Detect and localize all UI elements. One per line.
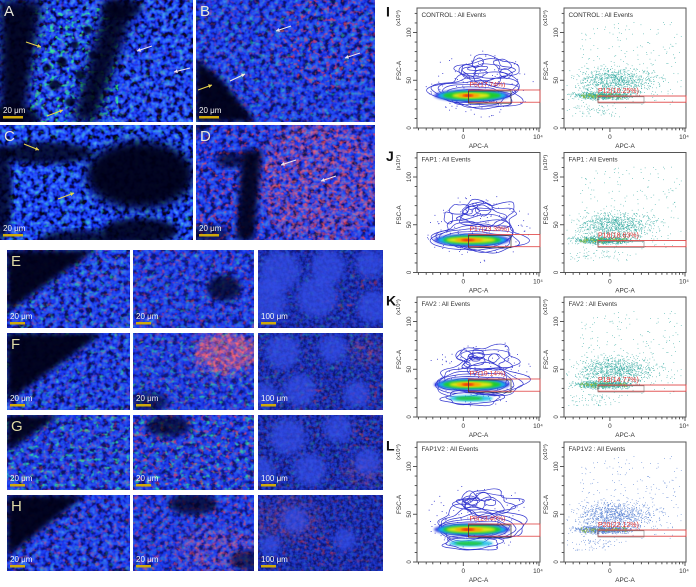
svg-text:P17(23.39%): P17(23.39%) bbox=[470, 226, 510, 233]
svg-text:P12(10.25%): P12(10.25%) bbox=[598, 88, 639, 95]
svg-text:F: F bbox=[11, 336, 20, 353]
svg-text:50: 50 bbox=[554, 221, 560, 228]
svg-text:(x10⁴): (x10⁴) bbox=[395, 299, 402, 315]
svg-text:50: 50 bbox=[407, 76, 413, 83]
svg-text:10⁴: 10⁴ bbox=[533, 423, 543, 430]
svg-text:0: 0 bbox=[608, 134, 612, 141]
svg-text:10⁴: 10⁴ bbox=[679, 423, 689, 430]
svg-text:APC-A: APC-A bbox=[469, 143, 489, 150]
svg-text:20 μm: 20 μm bbox=[199, 106, 222, 115]
svg-text:(x10⁴): (x10⁴) bbox=[395, 155, 402, 171]
svg-text:100 μm: 100 μm bbox=[261, 312, 288, 321]
svg-text:FAV2 : All Events: FAV2 : All Events bbox=[569, 301, 618, 308]
svg-text:0: 0 bbox=[462, 423, 466, 430]
svg-text:P7(19.14%): P7(19.14%) bbox=[470, 370, 506, 377]
svg-text:20 μm: 20 μm bbox=[136, 312, 159, 321]
svg-text:20 μm: 20 μm bbox=[10, 555, 33, 564]
svg-text:(x10⁴): (x10⁴) bbox=[542, 155, 549, 171]
svg-text:(x10⁴): (x10⁴) bbox=[542, 10, 549, 26]
svg-text:FSC-A: FSC-A bbox=[543, 205, 550, 225]
svg-text:FSC-A: FSC-A bbox=[543, 60, 550, 80]
svg-text:100 μm: 100 μm bbox=[261, 555, 288, 564]
svg-text:20 μm: 20 μm bbox=[10, 394, 33, 403]
svg-text:APC-A: APC-A bbox=[615, 432, 635, 439]
svg-text:100: 100 bbox=[407, 171, 413, 182]
svg-text:100: 100 bbox=[554, 316, 560, 327]
svg-text:FSC-A: FSC-A bbox=[396, 349, 403, 369]
svg-text:FAP1 : All Events: FAP1 : All Events bbox=[422, 157, 471, 164]
svg-text:APC-A: APC-A bbox=[469, 432, 489, 439]
svg-text:50: 50 bbox=[554, 76, 560, 83]
svg-text:P5(17.74%): P5(17.74%) bbox=[470, 81, 506, 88]
svg-text:I: I bbox=[386, 3, 390, 19]
svg-text:0: 0 bbox=[462, 279, 466, 286]
svg-text:100: 100 bbox=[554, 27, 560, 38]
svg-text:20 μm: 20 μm bbox=[136, 555, 159, 564]
svg-text:A: A bbox=[4, 3, 14, 20]
svg-text:0: 0 bbox=[554, 415, 560, 419]
svg-text:E: E bbox=[11, 253, 21, 270]
svg-text:10⁴: 10⁴ bbox=[533, 134, 543, 141]
svg-text:0: 0 bbox=[554, 126, 560, 130]
svg-text:100: 100 bbox=[407, 316, 413, 327]
svg-text:CONTROL : All Events: CONTROL : All Events bbox=[569, 12, 633, 19]
svg-text:0: 0 bbox=[407, 126, 413, 130]
svg-text:20 μm: 20 μm bbox=[199, 224, 222, 233]
svg-text:(x10⁴): (x10⁴) bbox=[542, 299, 549, 315]
svg-text:0: 0 bbox=[554, 270, 560, 274]
svg-text:100: 100 bbox=[554, 171, 560, 182]
svg-text:G: G bbox=[11, 418, 23, 435]
svg-text:20 μm: 20 μm bbox=[3, 224, 26, 233]
svg-text:10⁴: 10⁴ bbox=[679, 279, 689, 286]
svg-text:100 μm: 100 μm bbox=[261, 394, 288, 403]
svg-text:0: 0 bbox=[608, 423, 612, 430]
svg-text:C: C bbox=[4, 128, 15, 145]
svg-text:50: 50 bbox=[407, 221, 413, 228]
svg-text:FSC-A: FSC-A bbox=[396, 205, 403, 225]
svg-text:FSC-A: FSC-A bbox=[543, 349, 550, 369]
svg-text:0: 0 bbox=[608, 279, 612, 286]
svg-text:20 μm: 20 μm bbox=[10, 474, 33, 483]
svg-text:100: 100 bbox=[407, 27, 413, 38]
svg-text:0: 0 bbox=[407, 415, 413, 419]
svg-text:100 μm: 100 μm bbox=[261, 474, 288, 483]
svg-text:50: 50 bbox=[407, 365, 413, 372]
svg-text:0: 0 bbox=[462, 134, 466, 141]
svg-text:APC-A: APC-A bbox=[615, 288, 635, 295]
svg-text:20 μm: 20 μm bbox=[136, 474, 159, 483]
svg-text:CONTROL : All Events: CONTROL : All Events bbox=[422, 12, 486, 19]
svg-text:10⁴: 10⁴ bbox=[679, 134, 689, 141]
svg-text:P18(18.63%): P18(18.63%) bbox=[598, 233, 639, 240]
svg-text:K: K bbox=[386, 292, 396, 308]
svg-text:FSC-A: FSC-A bbox=[396, 60, 403, 80]
svg-text:FAV2 : All Events: FAV2 : All Events bbox=[422, 301, 471, 308]
svg-text:B: B bbox=[200, 3, 210, 20]
svg-text:20 μm: 20 μm bbox=[136, 394, 159, 403]
svg-text:0: 0 bbox=[407, 270, 413, 274]
svg-text:FAP1 : All Events: FAP1 : All Events bbox=[569, 157, 618, 164]
svg-text:20 μm: 20 μm bbox=[3, 106, 26, 115]
svg-text:H: H bbox=[11, 498, 22, 515]
svg-text:50: 50 bbox=[554, 365, 560, 372]
svg-text:J: J bbox=[386, 148, 394, 164]
svg-text:10⁴: 10⁴ bbox=[533, 279, 543, 286]
svg-text:APC-A: APC-A bbox=[469, 288, 489, 295]
svg-text:20 μm: 20 μm bbox=[10, 312, 33, 321]
svg-text:APC-A: APC-A bbox=[615, 143, 635, 150]
svg-text:(x10⁴): (x10⁴) bbox=[395, 10, 402, 26]
svg-text:D: D bbox=[200, 128, 211, 145]
